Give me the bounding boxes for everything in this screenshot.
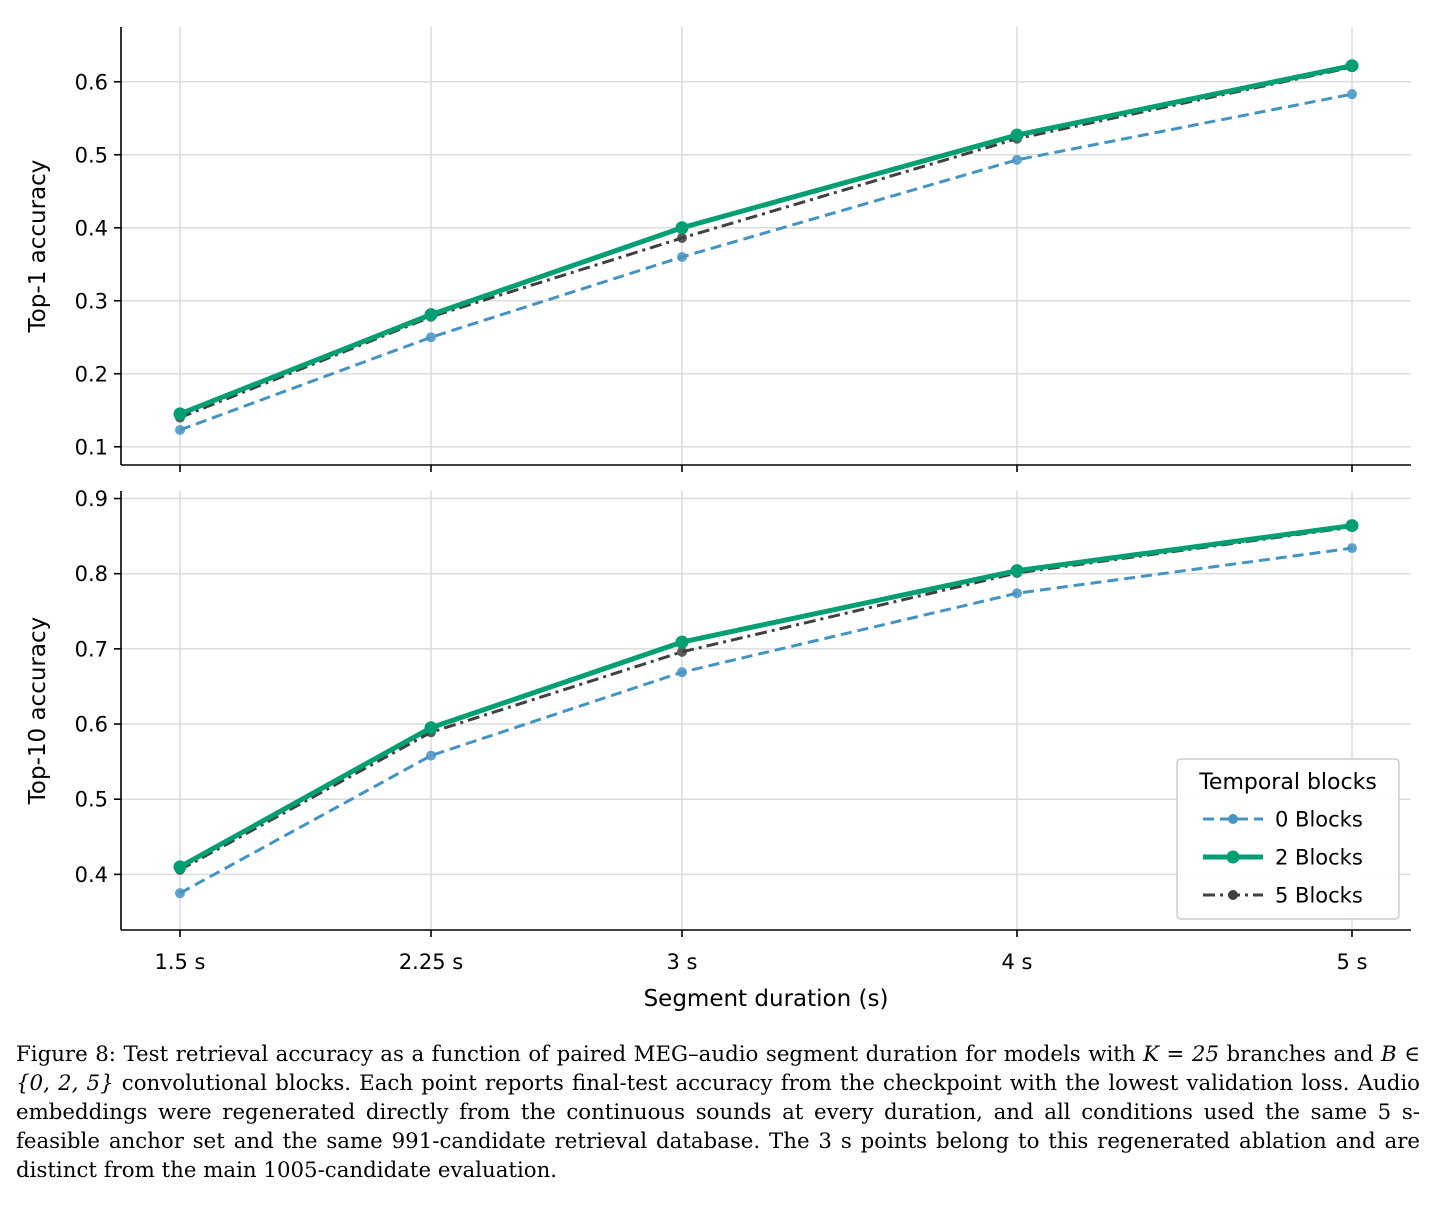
data-point: [1010, 128, 1024, 142]
data-point: [426, 750, 436, 761]
caption-math-b: B ∈ {0, 2, 5}: [16, 1042, 1420, 1096]
data-point: [1012, 154, 1022, 165]
legend-entry-label: 0 Blocks: [1275, 808, 1363, 832]
data-point: [1345, 59, 1359, 73]
caption-math-k: K = 25: [1143, 1042, 1220, 1067]
data-point: [175, 888, 185, 899]
x-tick-label: 3 s: [667, 950, 698, 974]
y-tick-label: 0.5: [75, 788, 108, 812]
data-point: [675, 221, 689, 235]
data-point: [677, 646, 687, 657]
series-line-5-blocks: [179, 525, 1353, 872]
caption-text: Figure 8: Test retrieval accuracy as a f…: [16, 1042, 1144, 1067]
y-axis-label: Top-10 accuracy: [25, 617, 51, 805]
y-tick-label: 0.2: [75, 362, 108, 386]
legend-swatch-marker: [1228, 890, 1238, 900]
legend-title: Temporal blocks: [1198, 770, 1377, 795]
data-point: [677, 251, 687, 262]
legend-entry-label: 5 Blocks: [1275, 884, 1363, 908]
caption-text: branches and: [1219, 1042, 1382, 1067]
figure-caption: Figure 8: Test retrieval accuracy as a f…: [16, 1040, 1420, 1185]
x-tick-label: 5 s: [1337, 950, 1368, 974]
y-tick-label: 0.8: [75, 562, 108, 586]
legend-box: [1176, 758, 1400, 920]
data-point: [1347, 543, 1357, 554]
data-point: [175, 424, 185, 435]
legend: Temporal blocks 0 Blocks 2 Blocks 5 Blocks: [1176, 758, 1400, 920]
x-tick-label: 2.25 s: [399, 950, 463, 974]
data-point: [677, 232, 687, 243]
series-line-2-blocks: [179, 63, 1353, 417]
data-point: [424, 721, 438, 735]
y-tick-label: 0.6: [75, 713, 108, 737]
y-axis-label: Top-1 accuracy: [25, 160, 51, 334]
legend-entry-label: 2 Blocks: [1275, 846, 1363, 870]
legend-swatch-marker: [1226, 850, 1240, 864]
data-point: [677, 667, 687, 678]
y-tick-label: 0.6: [75, 70, 108, 94]
data-point: [1010, 564, 1024, 578]
data-point: [1012, 588, 1022, 599]
data-point: [424, 308, 438, 322]
series-line-0-blocks: [179, 92, 1353, 432]
y-tick-label: 0.4: [75, 863, 108, 887]
x-tick-label: 4 s: [1002, 950, 1033, 974]
data-point: [675, 635, 689, 649]
data-point: [173, 407, 187, 421]
caption-text: convolutional blocks. Each point reports…: [16, 1071, 1420, 1183]
top-panel: 0.1 0.2 0.3 0.4 0.5 0.6 Top-1 accuracy: [25, 27, 1411, 472]
data-point: [1347, 89, 1357, 100]
y-tick-label: 0.7: [75, 637, 108, 661]
x-tick-label: 1.5 s: [154, 950, 205, 974]
bottom-panel: 0.4 0.5 0.6 0.7 0.8 0.9 1.5 s 2.25 s 3 s 4 s 5 s Se…: [25, 487, 1411, 1012]
y-tick-label: 0.4: [75, 216, 108, 240]
data-point: [1345, 519, 1359, 533]
series-line-0-blocks: [179, 546, 1353, 895]
x-axis-label: Segment duration (s): [644, 986, 889, 1012]
y-tick-label: 0.3: [75, 289, 108, 313]
data-point: [173, 860, 187, 874]
series-line-2-blocks: [178, 523, 1353, 870]
y-tick-label: 0.5: [75, 143, 108, 167]
legend-swatch-marker: [1228, 814, 1238, 824]
y-tick-label: 0.1: [75, 435, 108, 459]
data-point: [426, 332, 436, 343]
y-tick-label: 0.9: [75, 487, 108, 511]
